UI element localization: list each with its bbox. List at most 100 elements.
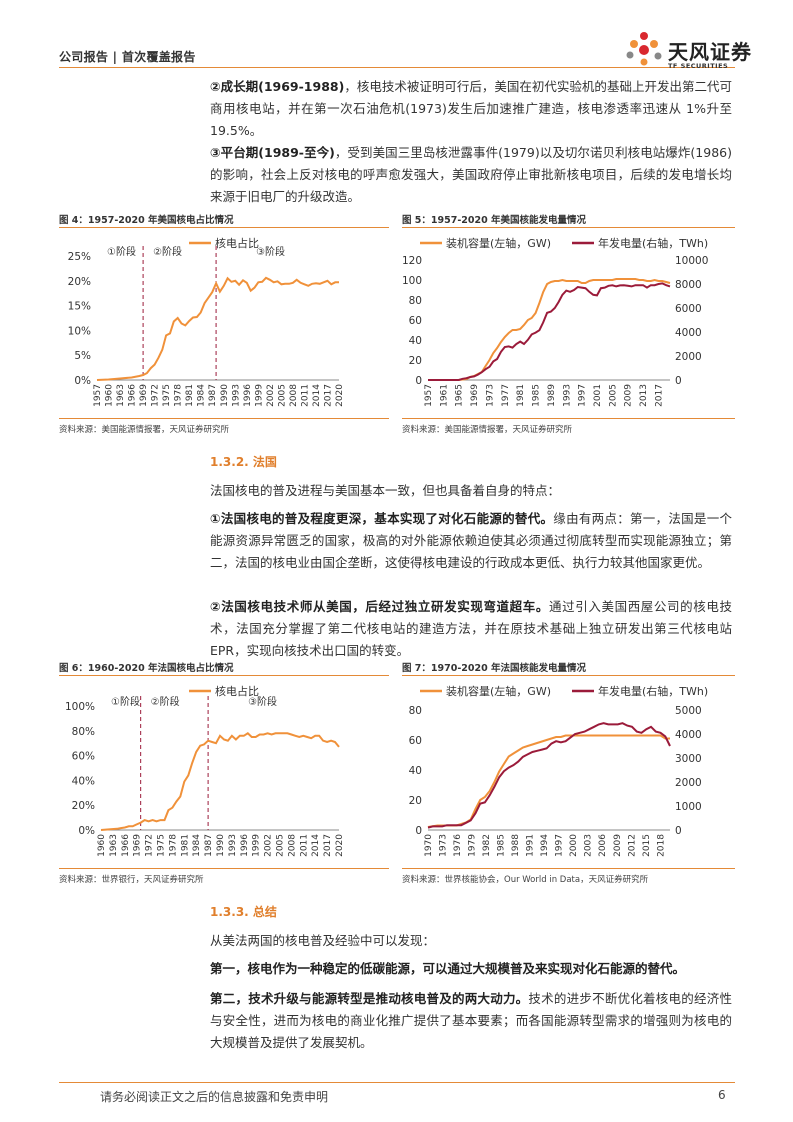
x-tick-label: 1969: [139, 384, 149, 407]
y-right-tick-label: 8000: [675, 279, 702, 291]
paragraph-growth: ②成长期(1969-1988)，核电技术被证明可行后，美国在初代实验机的基础上开…: [210, 76, 732, 142]
paragraph-france-point1: ①法国核电的普及程度更深，基本实现了对化石能源的替代。缘由有两点：第一，法国是一…: [210, 508, 732, 574]
x-tick-label: 1957: [93, 384, 103, 407]
x-tick-label: 2011: [300, 384, 310, 407]
x-tick-label: 1966: [128, 384, 138, 407]
x-tick-label: 2017: [323, 834, 333, 857]
x-tick-label: 1972: [151, 384, 161, 407]
x-tick-label: 2002: [266, 384, 276, 407]
y-tick-label: 0%: [74, 375, 91, 387]
legend-label-capacity: 装机容量(左轴，GW): [446, 236, 551, 250]
x-tick-label: 2009: [613, 834, 623, 857]
header-divider: [59, 67, 735, 68]
y-left-tick-label: 40: [409, 765, 422, 777]
figure-4-title: 图 4：1957-2020 年美国核电占比情况: [59, 215, 234, 226]
figure-4-rule: [59, 227, 389, 228]
y-tick-label: 0%: [78, 825, 95, 837]
x-tick-label: 1996: [243, 384, 253, 407]
x-tick-label: 1969: [470, 384, 480, 407]
y-left-tick-label: 40: [409, 335, 422, 347]
chart-us-nuclear-generation: 0 20 40 60 80 100 120 0 2000 4000 6000 8000 10000 195…: [402, 236, 708, 407]
figure-5-title: 图 5：1957-2020 年美国核能发电量情况: [402, 215, 587, 226]
series-line-generation: [428, 282, 671, 381]
x-tick-label: 1977: [501, 384, 511, 407]
y-tick-label: 100%: [65, 701, 95, 713]
x-tick-label: 1963: [109, 834, 119, 857]
paragraph-platform-text: ，受到美国三里岛核泄露事件(1979)以及切尔诺贝利核电站爆炸(1986)的影响…: [210, 145, 732, 204]
x-tick-label: 1993: [562, 384, 572, 407]
x-tick-label: 2020: [335, 384, 345, 407]
x-tick-label: 1960: [105, 384, 115, 407]
x-tick-label: 1985: [532, 384, 542, 407]
x-tick-label: 1999: [252, 834, 262, 857]
x-tick-label: 1990: [220, 384, 230, 407]
x-tick-label: 1988: [511, 834, 521, 857]
y-right-tick-label: 3000: [675, 753, 702, 765]
stage-label: ③阶段: [248, 695, 277, 708]
figure-6-title: 图 6：1960-2020 年法国核电占比情况: [59, 663, 234, 674]
x-tick-label: 1982: [482, 834, 492, 857]
logo-subtitle: TF SECURITIES: [668, 62, 729, 70]
x-tick-label: 2003: [584, 834, 594, 857]
y-left-tick-label: 0: [415, 375, 422, 387]
stage-label: ③阶段: [256, 245, 285, 258]
x-tick-label: 1996: [240, 834, 250, 857]
figure-7-rule: [402, 675, 735, 676]
y-right-tick-label: 0: [675, 825, 682, 837]
paragraph-summary-first: 第一，核电作为一种稳定的低碳能源，可以通过大规模普及来实现对化石能源的替代。: [210, 958, 732, 980]
y-tick-label: 20%: [68, 276, 91, 288]
paragraph-france-point1-text: 缘由有两点：第一，法国是一个能源资源异常匮乏的国家，极高的对外能源依赖迫使其必须…: [210, 511, 732, 570]
figure-5-bottom-rule: [402, 418, 735, 419]
x-tick-label: 1990: [216, 834, 226, 857]
figure-6-rule: [59, 675, 389, 676]
paragraph-summary-second: 第二，技术升级与能源转型是推动核电普及的两大动力。技术的进步不断优化着核电的经济…: [210, 988, 732, 1054]
y-right-tick-label: 4000: [675, 327, 702, 339]
x-tick-label: 2005: [276, 834, 286, 857]
y-left-tick-label: 100: [402, 275, 422, 287]
paragraph-platform: ③平台期(1989-至今)，受到美国三里岛核泄露事件(1979)以及切尔诺贝利核…: [210, 142, 732, 208]
x-tick-label: 1987: [204, 834, 214, 857]
x-tick-label: 1997: [555, 834, 565, 857]
y-left-tick-label: 120: [402, 255, 422, 267]
x-tick-label: 1975: [162, 384, 172, 407]
legend-label-capacity: 装机容量(左轴，GW): [446, 684, 551, 698]
x-tick-label: 1993: [231, 384, 241, 407]
x-tick-label: 1979: [468, 834, 478, 857]
x-tick-label: 1960: [97, 834, 107, 857]
x-tick-label: 2009: [624, 384, 634, 407]
y-right-tick-label: 10000: [675, 255, 708, 267]
paragraph-france-point2-text: 通过引入美国西屋公司的核电技术，法国充分掌握了第二代核电站的建造方法，并在原技术…: [210, 599, 732, 658]
legend-label: 核电占比: [215, 236, 259, 250]
logo-name: 天风证券: [668, 40, 752, 64]
x-tick-label: 1981: [516, 384, 526, 407]
report-header: 公司报告 | 首次覆盖报告: [59, 50, 196, 64]
figure-4-source: 资料来源：美国能源情报署，天风证券研究所: [59, 425, 230, 435]
y-tick-label: 20%: [72, 800, 95, 812]
x-tick-label: 1969: [133, 834, 143, 857]
stage-label: ①阶段: [107, 245, 136, 258]
x-tick-label: 1991: [526, 834, 536, 857]
figure-6-bottom-rule: [59, 868, 389, 869]
legend-label-generation: 年发电量(右轴，TWh): [598, 684, 708, 698]
y-tick-label: 10%: [68, 325, 91, 337]
y-right-tick-label: 2000: [675, 777, 702, 789]
x-tick-label: 1966: [121, 834, 131, 857]
x-tick-label: 1973: [485, 384, 495, 407]
x-tick-label: 1999: [254, 384, 264, 407]
x-tick-label: 2017: [323, 384, 333, 407]
x-tick-label: 1984: [197, 384, 207, 407]
y-right-tick-label: 1000: [675, 801, 702, 813]
y-tick-label: 5%: [74, 350, 91, 362]
x-tick-label: 1973: [439, 834, 449, 857]
y-left-tick-label: 60: [409, 735, 422, 747]
x-tick-label: 2020: [335, 834, 345, 857]
logo-icon: [626, 32, 662, 66]
y-right-tick-label: 2000: [675, 351, 702, 363]
x-tick-label: 1994: [540, 834, 550, 857]
x-tick-label: 1984: [192, 834, 202, 857]
figure-6-source: 资料来源：世界银行，天风证券研究所: [59, 875, 204, 885]
legend-label: 核电占比: [215, 684, 259, 698]
series-line-generation: [427, 722, 671, 829]
x-tick-label: 2000: [569, 834, 579, 857]
paragraph-growth-text: ，核电技术被证明可行后，美国在初代实验机的基础上开发出第二代可商用核电站，并在第…: [210, 79, 732, 138]
